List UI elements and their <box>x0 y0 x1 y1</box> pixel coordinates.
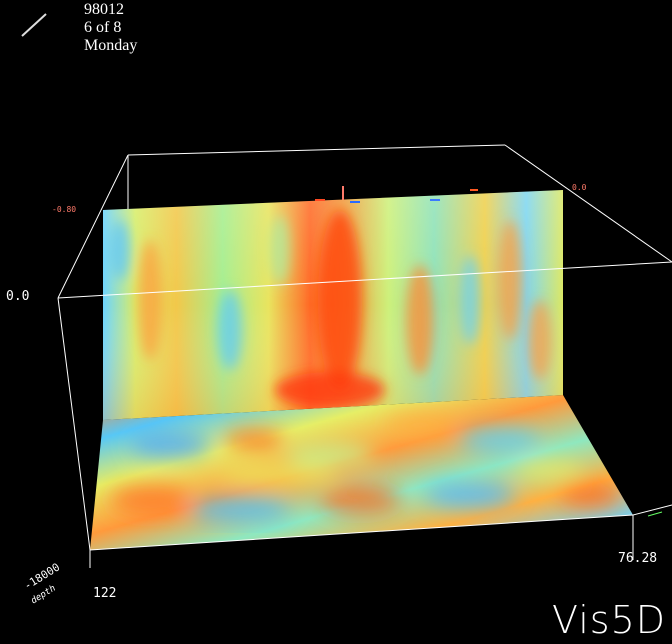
y-axis-tick-icon <box>647 511 663 517</box>
horizontal-slice[interactable] <box>90 395 633 550</box>
vertical-slice-label-left: -0.80 <box>52 205 77 214</box>
bounding-box-back <box>57 144 672 299</box>
timestep-date: 98012 <box>84 1 124 18</box>
z-axis-label: 0.0 <box>6 289 30 304</box>
timestep-position: 6 of 8 <box>84 19 122 36</box>
bounding-box-front <box>57 261 672 568</box>
cursor-icon <box>21 13 47 37</box>
vis5d-logo: Vis5D <box>552 598 666 642</box>
vertical-slice-label-right: 0.0 <box>572 183 587 192</box>
timestep-weekday: Monday <box>84 37 138 54</box>
lon-left-label: 122 <box>93 586 117 601</box>
lon-right-label: 76.28 <box>618 551 658 566</box>
vertical-slice[interactable] <box>103 186 563 420</box>
